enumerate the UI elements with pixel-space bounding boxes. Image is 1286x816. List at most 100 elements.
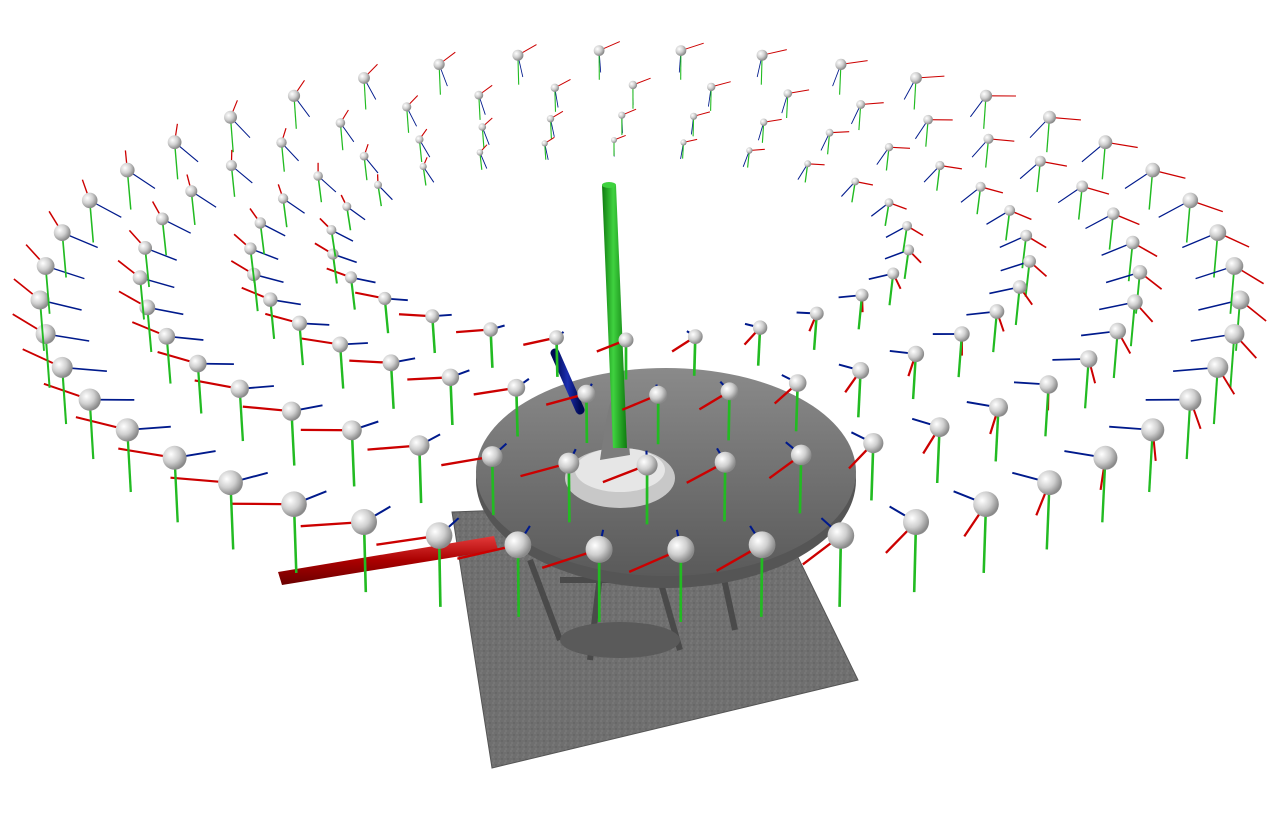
camera-sphere-icon[interactable] <box>326 225 337 235</box>
camera-pose-marker[interactable] <box>1190 324 1257 388</box>
camera-sphere-icon[interactable] <box>507 378 526 397</box>
camera-sphere-icon[interactable] <box>618 332 634 348</box>
camera-sphere-icon[interactable] <box>907 345 925 363</box>
camera-pose-marker[interactable] <box>224 100 251 153</box>
camera-sphere-icon[interactable] <box>441 368 460 386</box>
camera-sphere-icon[interactable] <box>218 470 243 496</box>
camera-sphere-icon[interactable] <box>30 290 50 310</box>
camera-sphere-icon[interactable] <box>983 133 994 144</box>
camera-sphere-icon[interactable] <box>225 160 237 171</box>
camera-sphere-icon[interactable] <box>550 83 559 93</box>
camera-pose-marker[interactable] <box>966 397 1008 462</box>
camera-pose-marker[interactable] <box>265 312 330 366</box>
camera-sphere-icon[interactable] <box>935 160 945 171</box>
camera-pose-marker[interactable] <box>840 177 874 203</box>
camera-pose-marker[interactable] <box>966 304 1005 353</box>
camera-sphere-icon[interactable] <box>189 354 207 373</box>
camera-pose-marker[interactable] <box>618 108 637 136</box>
camera-pose-marker[interactable] <box>550 78 571 112</box>
camera-pose-marker[interactable] <box>868 267 902 306</box>
camera-pose-marker[interactable] <box>117 259 175 320</box>
camera-sphere-icon[interactable] <box>687 329 703 344</box>
camera-sphere-icon[interactable] <box>954 326 970 342</box>
camera-sphere-icon[interactable] <box>1098 135 1113 150</box>
camera-pose-marker[interactable] <box>876 143 911 171</box>
camera-sphere-icon[interactable] <box>276 137 287 148</box>
camera-pose-marker[interactable] <box>1052 350 1098 409</box>
camera-pose-marker[interactable] <box>885 221 924 253</box>
camera-pose-marker[interactable] <box>848 431 884 501</box>
camera-sphere-icon[interactable] <box>474 90 484 100</box>
camera-sphere-icon[interactable] <box>680 139 687 146</box>
camera-pose-marker[interactable] <box>476 144 488 170</box>
camera-pose-marker[interactable] <box>1182 224 1250 278</box>
camera-pose-marker[interactable] <box>716 525 776 617</box>
camera-pose-marker[interactable] <box>474 84 493 120</box>
camera-sphere-icon[interactable] <box>1023 255 1036 268</box>
camera-pose-marker[interactable] <box>75 416 171 493</box>
camera-sphere-icon[interactable] <box>790 444 812 466</box>
camera-pose-marker[interactable] <box>358 63 378 110</box>
camera-sphere-icon[interactable] <box>1109 322 1126 340</box>
camera-pose-marker[interactable] <box>313 162 337 203</box>
camera-pose-marker[interactable] <box>367 433 441 504</box>
camera-pose-marker[interactable] <box>971 133 1015 168</box>
camera-pose-marker[interactable] <box>545 383 596 444</box>
camera-pose-marker[interactable] <box>415 128 431 163</box>
camera-sphere-icon[interactable] <box>335 118 346 128</box>
camera-pose-marker[interactable] <box>433 51 456 95</box>
camera-sphere-icon[interactable] <box>344 271 358 284</box>
camera-pose-marker[interactable] <box>185 174 217 225</box>
camera-sphere-icon[interactable] <box>863 433 884 454</box>
camera-pose-marker[interactable] <box>157 351 234 414</box>
camera-pose-marker[interactable] <box>970 89 1017 129</box>
camera-pose-marker[interactable] <box>781 89 810 119</box>
camera-sphere-icon[interactable] <box>244 242 257 255</box>
camera-sphere-icon[interactable] <box>230 379 249 398</box>
camera-sphere-icon[interactable] <box>611 137 617 143</box>
camera-pose-marker[interactable] <box>340 194 366 231</box>
camera-sphere-icon[interactable] <box>929 417 950 437</box>
camera-sphere-icon[interactable] <box>714 451 736 473</box>
camera-sphere-icon[interactable] <box>1230 290 1250 310</box>
camera-sphere-icon[interactable] <box>593 45 605 56</box>
camera-sphere-icon[interactable] <box>281 491 307 517</box>
camera-pose-marker[interactable] <box>478 117 493 149</box>
camera-sphere-icon[interactable] <box>476 149 484 156</box>
camera-sphere-icon[interactable] <box>975 181 986 192</box>
camera-sphere-icon[interactable] <box>120 162 135 178</box>
camera-sphere-icon[interactable] <box>577 384 596 403</box>
camera-pose-marker[interactable] <box>923 160 962 191</box>
camera-sphere-icon[interactable] <box>1224 324 1245 344</box>
camera-pose-marker[interactable] <box>398 309 452 354</box>
camera-pose-marker[interactable] <box>832 58 868 95</box>
camera-pose-marker[interactable] <box>354 291 408 334</box>
camera-pose-marker[interactable] <box>671 329 703 376</box>
camera-pose-marker[interactable] <box>441 442 508 516</box>
camera-pose-marker[interactable] <box>300 505 391 593</box>
camera-sphere-icon[interactable] <box>887 267 900 280</box>
camera-pose-marker[interactable] <box>884 244 922 280</box>
camera-sphere-icon[interactable] <box>1039 375 1058 394</box>
camera-pose-marker[interactable] <box>989 280 1033 326</box>
camera-sphere-icon[interactable] <box>1207 356 1229 378</box>
camera-pose-marker[interactable] <box>457 525 532 617</box>
camera-pose-marker[interactable] <box>1000 255 1048 297</box>
camera-sphere-icon[interactable] <box>1043 110 1056 124</box>
camera-pose-marker[interactable] <box>889 345 925 400</box>
camera-pose-marker[interactable] <box>628 529 695 623</box>
camera-pose-marker[interactable] <box>520 448 580 523</box>
camera-sphere-icon[interactable] <box>277 193 289 204</box>
camera-sphere-icon[interactable] <box>884 143 894 152</box>
camera-sphere-icon[interactable] <box>618 111 626 119</box>
camera-sphere-icon[interactable] <box>855 288 869 302</box>
camera-sphere-icon[interactable] <box>746 147 753 154</box>
camera-sphere-icon[interactable] <box>636 454 658 476</box>
camera-pose-marker[interactable] <box>838 288 869 330</box>
camera-sphere-icon[interactable] <box>162 445 187 470</box>
camera-sphere-icon[interactable] <box>856 100 866 109</box>
camera-sphere-icon[interactable] <box>1209 224 1227 242</box>
camera-sphere-icon[interactable] <box>628 80 638 90</box>
camera-pose-marker[interactable] <box>743 320 768 366</box>
camera-pose-marker[interactable] <box>1109 418 1165 493</box>
